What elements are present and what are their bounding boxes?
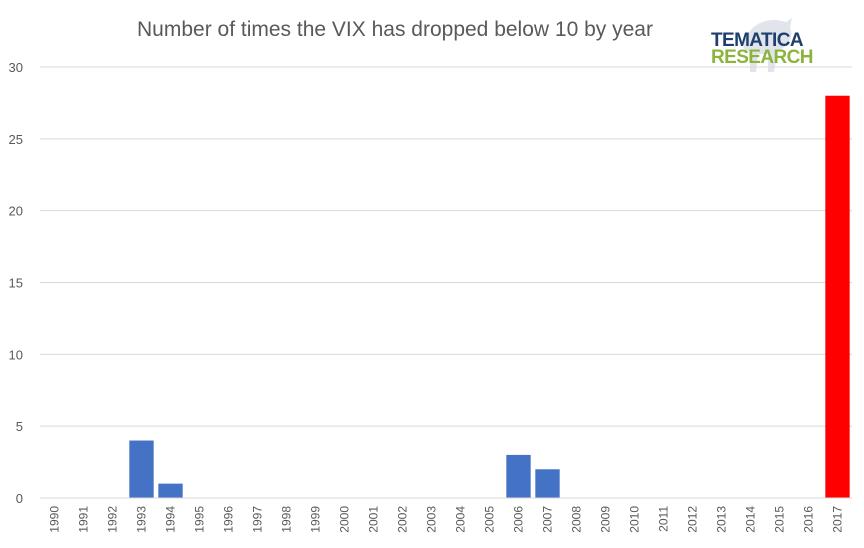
x-tick-label: 2008 — [570, 506, 584, 533]
x-tick-label: 1992 — [106, 506, 120, 533]
bar-1993 — [129, 440, 154, 498]
y-tick-label: 25 — [9, 132, 23, 147]
x-tick-label: 2017 — [831, 506, 845, 533]
bull-icon — [743, 18, 792, 72]
x-tick-label: 2012 — [686, 506, 700, 533]
x-tick-label: 1991 — [77, 506, 91, 533]
x-tick-label: 1990 — [48, 506, 62, 533]
x-tick-label: 2001 — [367, 506, 381, 533]
x-tick-label: 1994 — [164, 506, 178, 533]
x-tick-label: 2010 — [628, 506, 642, 533]
x-tick-label: 1997 — [251, 506, 265, 533]
bar-2017 — [825, 95, 850, 498]
y-tick-label: 30 — [9, 60, 23, 75]
x-tick-label: 2002 — [396, 506, 410, 533]
x-tick-label: 2003 — [425, 506, 439, 533]
y-tick-label: 5 — [16, 419, 23, 434]
x-tick-label: 2013 — [715, 506, 729, 533]
x-tick-label: 2007 — [541, 506, 555, 533]
x-tick-label: 2015 — [773, 506, 787, 533]
x-tick-label: 1996 — [222, 506, 236, 533]
x-tick-label: 2006 — [512, 506, 526, 533]
y-tick-label: 0 — [16, 491, 23, 506]
x-tick-label: 2005 — [483, 506, 497, 533]
bars — [129, 95, 850, 498]
y-tick-label: 10 — [9, 347, 23, 362]
x-tick-label: 2004 — [454, 506, 468, 533]
chart-title: Number of times the VIX has dropped belo… — [137, 18, 653, 41]
x-tick-label: 2011 — [657, 506, 671, 532]
x-tick-label: 2000 — [338, 506, 352, 533]
x-tick-label: 1999 — [309, 506, 323, 533]
y-axis-ticks: 0 5 10 15 20 25 30 — [9, 60, 23, 506]
gridlines — [40, 66, 852, 427]
bar-2007 — [535, 469, 560, 498]
x-tick-label: 1993 — [135, 506, 149, 533]
logo-line-1: TEMATICA — [711, 30, 804, 51]
y-tick-label: 20 — [9, 204, 23, 219]
bar-1994 — [158, 483, 183, 498]
bar-2006 — [506, 454, 531, 498]
x-tick-label: 1995 — [193, 506, 207, 533]
x-tick-label: 2009 — [599, 506, 613, 533]
x-tick-label: 2014 — [744, 506, 758, 533]
logo-line-2: RESEARCH — [711, 47, 813, 68]
x-tick-label: 1998 — [280, 506, 294, 533]
x-axis-ticks: 1990 1991 1992 1993 1994 1995 1996 1997 1998 1999… — [48, 506, 845, 533]
y-tick-label: 15 — [9, 276, 23, 291]
x-tick-label: 2016 — [802, 506, 816, 533]
tematica-logo: TEMATICA RESEARCH — [708, 14, 818, 80]
